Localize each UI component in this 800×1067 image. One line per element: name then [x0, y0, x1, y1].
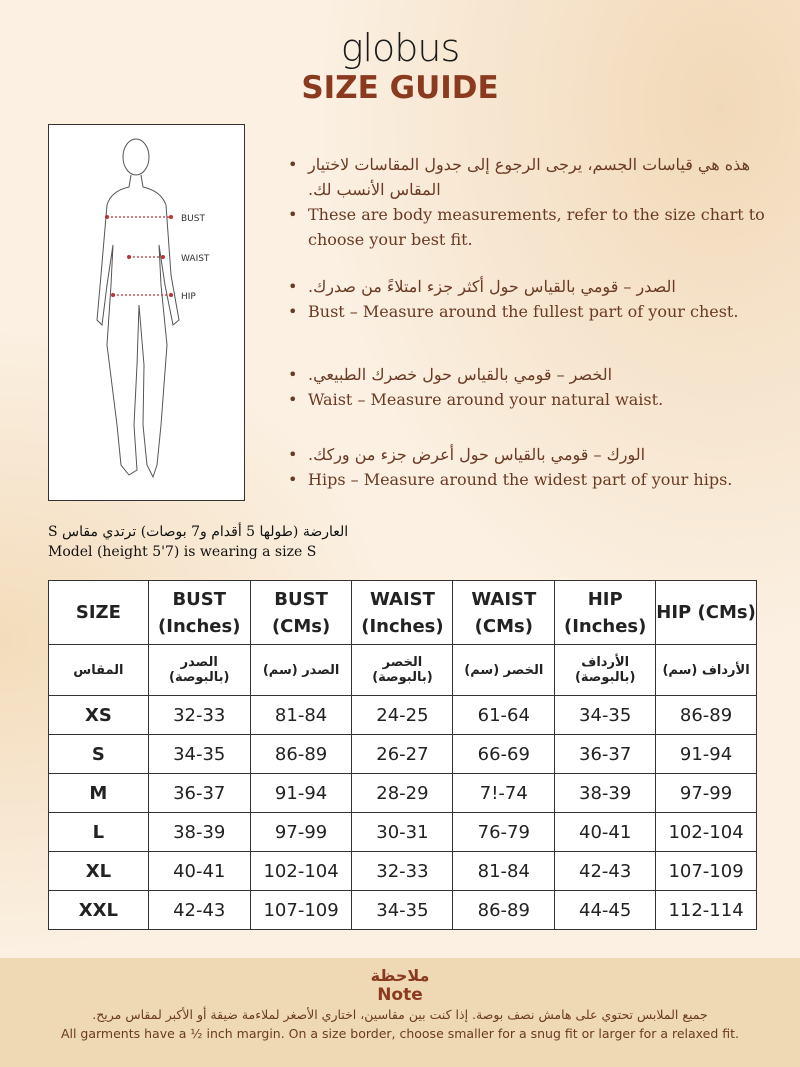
table-cell: 7!-74 — [452, 773, 556, 813]
table-cell: 76-79 — [452, 812, 556, 852]
table-cell: 86-89 — [452, 890, 556, 930]
size-cell: L — [48, 812, 149, 852]
table-cell: 34-35 — [351, 890, 454, 930]
table-cell: 42-43 — [554, 851, 657, 891]
table-cell: 30-31 — [351, 812, 454, 852]
hip-instruction-en: Hips – Measure around the widest part of… — [288, 467, 768, 492]
table-row: L 38-39 97-99 30-31 76-79 40-41 102-104 — [48, 812, 757, 852]
table-row: M 36-37 91-94 28-29 7!-74 38-39 97-99 — [48, 773, 757, 813]
column-header: BUST (CMs) — [249, 580, 353, 645]
model-info-en: Model (height 5'7) is wearing a size S — [48, 544, 317, 560]
table-cell: 34-35 — [147, 734, 251, 774]
table-cell: 36-37 — [554, 734, 657, 774]
bust-instruction-en: Bust – Measure around the fullest part o… — [288, 299, 768, 324]
hip-instruction-ar: الورك – قومي بالقياس حول أعرض جزء من ورك… — [288, 442, 768, 467]
table-cell: 86-89 — [249, 734, 353, 774]
column-header: SIZE — [48, 580, 149, 645]
note-section: ملاحظة Note جميع الملابس تحتوي على هامش … — [0, 958, 800, 1067]
column-header: HIP (CMs) — [655, 580, 757, 645]
table-cell: 97-99 — [249, 812, 353, 852]
column-header-ar: الأرداف (سم) — [655, 644, 757, 696]
size-cell: M — [48, 773, 149, 813]
column-header: WAIST (CMs) — [452, 580, 556, 645]
column-header-ar: الأرداف (بالبوصة) — [554, 644, 657, 696]
column-header: WAIST (Inches) — [351, 580, 454, 645]
header-row: SIZE BUST (Inches) BUST (CMs) WAIST (Inches… — [48, 580, 757, 645]
table-cell: 107-109 — [249, 890, 353, 930]
table-cell: 44-45 — [554, 890, 657, 930]
table-row: XL 40-41 102-104 32-33 81-84 42-43 107-109 — [48, 851, 757, 891]
table-cell: 24-25 — [351, 695, 454, 735]
table-cell: 91-94 — [249, 773, 353, 813]
size-cell: XS — [48, 695, 149, 735]
table-cell: 102-104 — [249, 851, 353, 891]
table-cell: 97-99 — [655, 773, 757, 813]
brand-logo: globus — [340, 26, 461, 70]
waist-label: WAIST — [181, 254, 210, 264]
column-header: HIP (Inches) — [554, 580, 657, 645]
bust-instruction-ar: الصدر – قومي بالقياس حول أكثر جزء امتلاء… — [288, 274, 768, 299]
table-cell: 112-114 — [655, 890, 757, 930]
column-header: BUST (Inches) — [147, 580, 251, 645]
table-cell: 38-39 — [554, 773, 657, 813]
table-cell: 36-37 — [147, 773, 251, 813]
header-row-arabic: المقاس الصدر (بالبوصة) الصدر (سم) الخصر (با… — [48, 644, 757, 696]
table-cell: 107-109 — [655, 851, 757, 891]
size-cell: XXL — [48, 890, 149, 930]
waist-instruction-en: Waist – Measure around your natural wais… — [288, 387, 768, 412]
table-cell: 40-41 — [554, 812, 657, 852]
table-cell: 32-33 — [147, 695, 251, 735]
measurement-instructions: هذه هي قياسات الجسم، يرجى الرجوع إلى جدو… — [288, 152, 768, 514]
table-cell: 38-39 — [147, 812, 251, 852]
column-header-ar: المقاس — [48, 644, 149, 696]
table-cell: 32-33 — [351, 851, 454, 891]
size-cell: XL — [48, 851, 149, 891]
table-cell: 102-104 — [655, 812, 757, 852]
page-title: SIZE GUIDE — [301, 70, 499, 106]
table-cell: 28-29 — [351, 773, 454, 813]
instruction-ar: هذه هي قياسات الجسم، يرجى الرجوع إلى جدو… — [288, 152, 768, 202]
instruction-en: These are body measurements, refer to th… — [288, 202, 768, 252]
table-cell: 81-84 — [452, 851, 556, 891]
model-info: العارضة (طولها 5 أقدام و7 بوصات) ترتدي م… — [48, 522, 348, 562]
table-cell: 40-41 — [147, 851, 251, 891]
table-cell: 81-84 — [249, 695, 353, 735]
table-row: S 34-35 86-89 26-27 66-69 36-37 91-94 — [48, 734, 757, 774]
waist-instruction-ar: الخصر – قومي بالقياس حول خصرك الطبيعي. — [288, 362, 768, 387]
column-header-ar: الخصر (بالبوصة) — [351, 644, 454, 696]
note-title-ar: ملاحظة — [370, 966, 430, 985]
table-cell: 91-94 — [655, 734, 757, 774]
table-row: XXL 42-43 107-109 34-35 86-89 44-45 112-114 — [48, 890, 757, 930]
column-header-ar: الصدر (بالبوصة) — [147, 644, 251, 696]
bust-label: BUST — [181, 214, 205, 224]
table-cell: 86-89 — [655, 695, 757, 735]
note-title-en: Note — [377, 985, 423, 1005]
table-cell: 61-64 — [452, 695, 556, 735]
hip-label: HIP — [181, 292, 196, 302]
note-text-ar: جميع الملابس تحتوي على هامش نصف بوصة. إذ… — [92, 1007, 708, 1022]
table-cell: 34-35 — [554, 695, 657, 735]
size-chart-table: SIZE BUST (Inches) BUST (CMs) WAIST (Inches… — [48, 580, 757, 930]
table-cell: 66-69 — [452, 734, 556, 774]
column-header-ar: الخصر (سم) — [452, 644, 556, 696]
body-figure-illustration: BUST WAIST HIP — [48, 124, 245, 501]
column-header-ar: الصدر (سم) — [249, 644, 353, 696]
size-cell: S — [48, 734, 149, 774]
table-row: XS 32-33 81-84 24-25 61-64 34-35 86-89 — [48, 695, 757, 735]
table-cell: 42-43 — [147, 890, 251, 930]
model-info-ar: العارضة (طولها 5 أقدام و7 بوصات) ترتدي م… — [48, 524, 349, 540]
table-cell: 26-27 — [351, 734, 454, 774]
body-outline-icon: BUST WAIST HIP — [96, 138, 210, 479]
note-text-en: All garments have a ½ inch margin. On a … — [60, 1026, 740, 1041]
